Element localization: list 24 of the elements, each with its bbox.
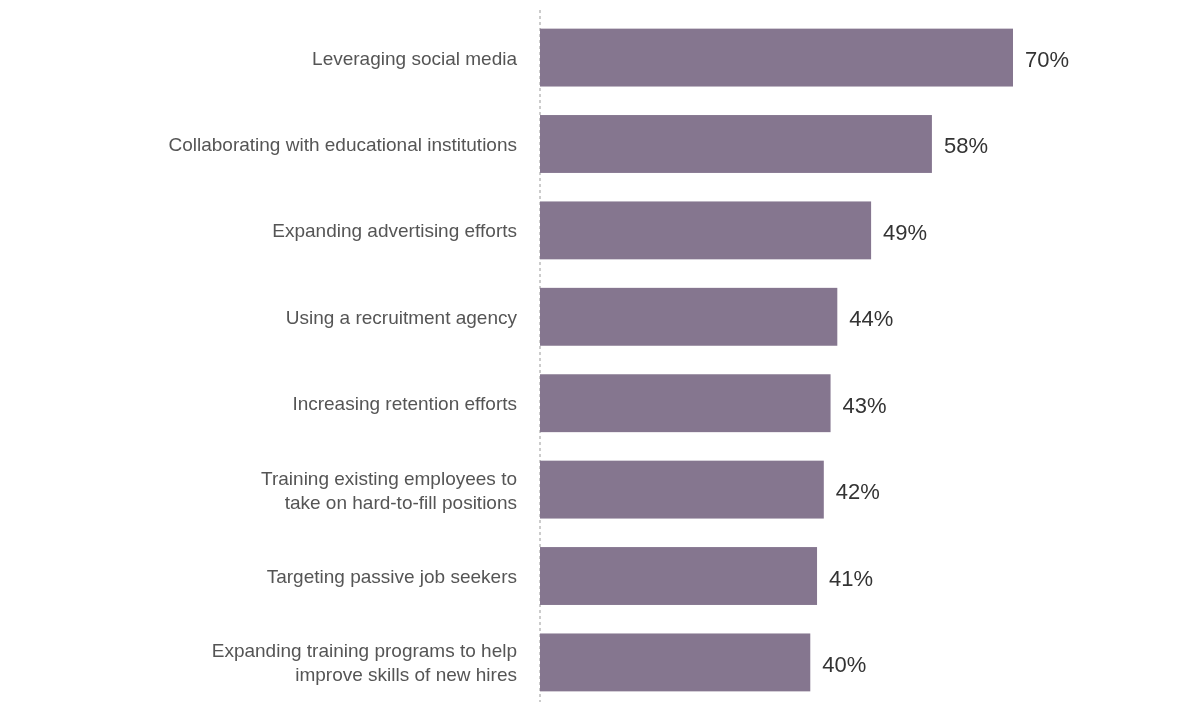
data-label: 70% xyxy=(1025,47,1070,73)
bar xyxy=(540,633,811,692)
data-label: 49% xyxy=(883,219,928,245)
data-label: 41% xyxy=(829,565,874,591)
data-label: 42% xyxy=(835,479,880,505)
data-label: 40% xyxy=(822,651,867,677)
y-tick-label: Targeting passive job seekers xyxy=(266,565,517,587)
bar xyxy=(540,115,932,173)
y-tick-label: Leveraging social media xyxy=(312,47,518,69)
y-tick-label: Increasing retention efforts xyxy=(292,392,517,414)
y-tick-label: Expanding advertising efforts xyxy=(272,219,517,241)
y-tick-label: Training existing employees to take on hard-to-fill positions xyxy=(261,467,517,513)
bar xyxy=(540,201,872,260)
bar xyxy=(540,547,818,605)
data-label: 43% xyxy=(842,392,887,418)
bar xyxy=(540,374,831,433)
y-tick-label: Expanding training programs to help improve skills of new hires xyxy=(211,639,517,685)
y-tick-label: Collaborating with educational institutions xyxy=(168,133,517,155)
data-label: 58% xyxy=(943,133,988,159)
bar xyxy=(540,287,838,346)
data-label: 44% xyxy=(849,306,894,332)
bar xyxy=(540,28,1013,87)
bar xyxy=(540,460,824,519)
y-tick-label: Using a recruitment agency xyxy=(285,306,518,328)
